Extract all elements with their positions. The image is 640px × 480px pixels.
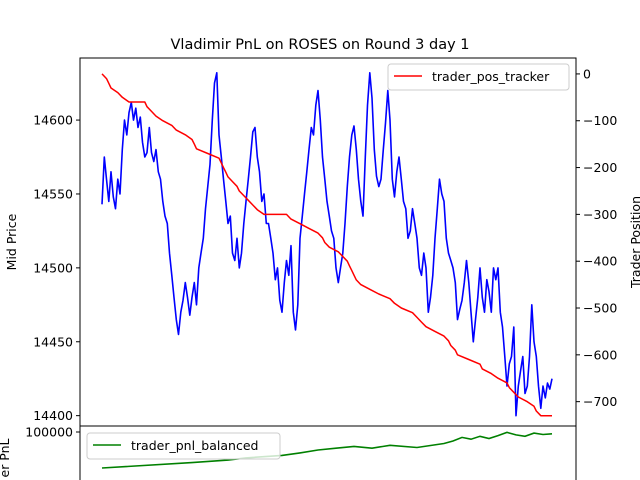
right-y-axis-label: Trader Position <box>628 196 640 289</box>
right-y-tick-label: −600 <box>583 347 617 362</box>
legend-box <box>387 63 570 91</box>
price-position-series <box>101 72 553 417</box>
left-y-tick-label: 14600 <box>33 113 73 128</box>
left-y-tick-label: 14450 <box>33 334 73 349</box>
left-y-tick-label: 14500 <box>33 260 73 275</box>
left-y-axis-label: Mid Price <box>4 213 19 270</box>
pnl-y-axis-label: er PnL <box>0 438 12 477</box>
right-y-tick-label: 0 <box>583 66 591 81</box>
right-y-tick-label: −100 <box>583 113 617 128</box>
legend-label-trader-pnl-balanced: trader_pnl_balanced <box>131 438 258 453</box>
right-y-ticks: 0 −100 −200 −300 −400 −500 −600 −700 <box>576 66 617 409</box>
left-y-tick-label: 14400 <box>33 408 73 423</box>
left-y-ticks: 14400 14450 14500 14550 14600 <box>33 113 80 423</box>
legend-top: trader_pos_tracker <box>387 63 570 91</box>
axes-frame <box>79 57 577 427</box>
right-y-tick-label: −200 <box>583 160 617 175</box>
series-line-mid-price <box>101 72 553 417</box>
pnl-axes: 100000 er PnL trader_pnl_balanced <box>0 425 577 480</box>
right-y-tick-label: −700 <box>583 394 617 409</box>
legend-bottom: trader_pnl_balanced <box>86 432 281 460</box>
legend-label-trader-pos-tracker: trader_pos_tracker <box>432 69 550 84</box>
left-y-tick-label: 14550 <box>33 186 73 201</box>
right-y-tick-label: −400 <box>583 254 617 269</box>
pnl-y-tick-label: 100000 <box>25 425 73 440</box>
legend-box-pnl <box>86 432 281 460</box>
price-position-axes: 14400 14450 14500 14550 14600 0 −100 −200 −300 −… <box>4 37 640 427</box>
pnl-axes-frame <box>79 425 577 480</box>
series-line-trader-pos-tracker <box>101 73 552 417</box>
chart-title: Vladimir PnL on ROSES on Round 3 day 1 <box>171 37 470 53</box>
right-y-tick-label: −500 <box>583 301 617 316</box>
series-line-trader-pnl-balanced <box>101 431 553 469</box>
pnl-series <box>101 431 553 469</box>
right-y-tick-label: −300 <box>583 207 617 222</box>
pnl-y-ticks: 100000 <box>25 425 80 440</box>
